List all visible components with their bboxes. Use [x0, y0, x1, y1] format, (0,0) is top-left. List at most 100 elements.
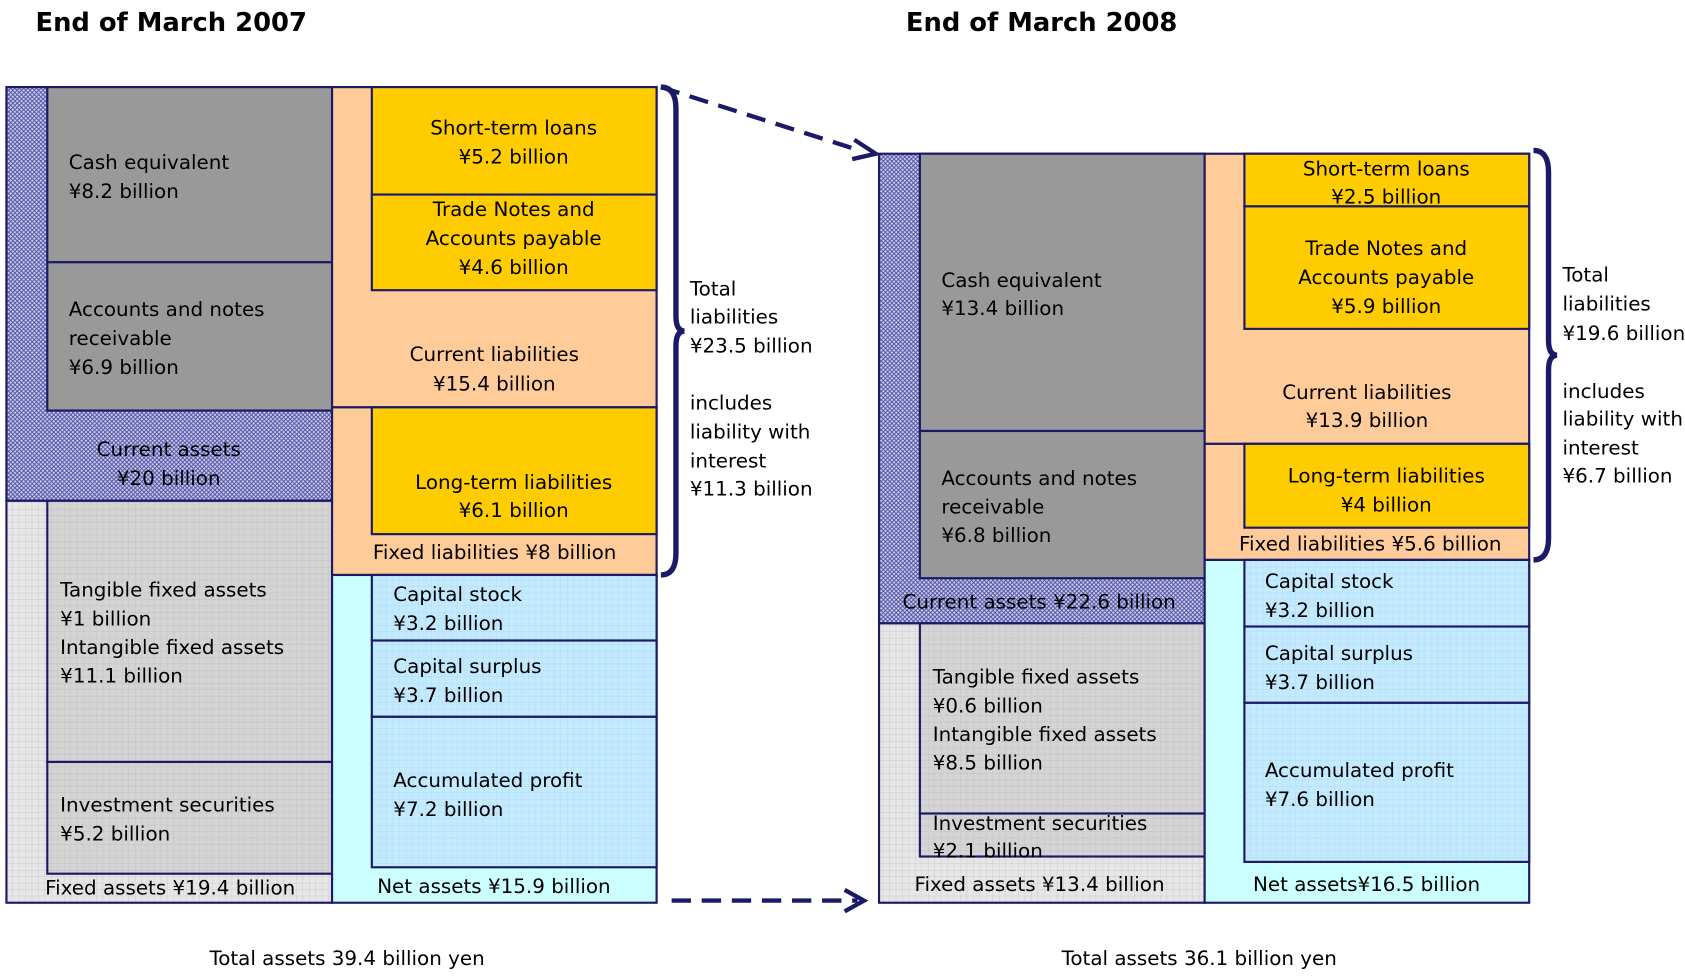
box — [918, 812, 1206, 858]
sheet-title: End of March 2007 — [35, 8, 306, 38]
note-line: interest — [1562, 437, 1638, 460]
box — [1243, 558, 1531, 628]
box-label: ¥3.7 billion — [1265, 671, 1375, 694]
brace — [1533, 147, 1558, 563]
box-label: ¥11.1 billion — [60, 665, 183, 688]
box-label: Long-term liabilities — [1288, 465, 1485, 488]
box — [46, 261, 334, 412]
box-label: ¥13.4 billion — [941, 297, 1064, 320]
box — [1243, 625, 1531, 704]
box — [918, 622, 1206, 815]
note-line: liabilities — [1562, 293, 1650, 316]
box-label: ¥4 billion — [1341, 494, 1432, 517]
box — [46, 499, 334, 764]
note-line: liability with — [690, 421, 810, 444]
note-line: liabilities — [690, 306, 778, 329]
total-assets: Total assets 39.4 billion yen — [208, 947, 484, 970]
box-label: Short-term loans — [430, 117, 597, 140]
box — [370, 406, 658, 536]
box-label: ¥8.5 billion — [933, 752, 1043, 775]
box-label: Net assets¥16.5 billion — [1253, 873, 1480, 896]
balance-sheet: End of March 2007 Current assets ¥20 billi… — [5, 8, 813, 970]
box-label: Long-term liabilities — [415, 471, 612, 494]
box-label: Trade Notes and — [432, 198, 595, 221]
box-label: ¥0.6 billion — [933, 694, 1043, 717]
box-label: Cash equivalent — [941, 269, 1102, 292]
total-assets: Total assets 36.1 billion yen — [1061, 947, 1337, 970]
box-label: Investment securities — [60, 794, 275, 817]
note-line: Total — [689, 278, 736, 301]
box-label: Intangible fixed assets — [933, 723, 1157, 746]
box-label: ¥3.2 billion — [1265, 599, 1375, 622]
box-label: receivable — [941, 495, 1044, 518]
box-label: Capital stock — [1265, 570, 1394, 593]
box — [370, 86, 658, 196]
box-label: ¥3.7 billion — [393, 684, 503, 707]
box-label: Accounts payable — [1298, 266, 1474, 289]
box-label: ¥6.1 billion — [459, 499, 569, 522]
box-label: Accumulated profit — [393, 769, 582, 792]
box-label: Accounts and notes — [941, 467, 1137, 490]
box-label: ¥1 billion — [60, 607, 151, 630]
box-label: Fixed assets ¥13.4 billion — [914, 873, 1164, 896]
box-label: ¥7.2 billion — [393, 798, 503, 821]
note-line: ¥6.7 billion — [1562, 465, 1672, 488]
box-label: Capital stock — [393, 583, 522, 606]
box-label: Fixed liabilities ¥8 billion — [373, 541, 617, 564]
box — [1243, 701, 1531, 863]
note-line: includes — [690, 392, 772, 415]
box-label: Intangible fixed assets — [60, 636, 284, 659]
box-label: Current liabilities — [410, 343, 579, 366]
box-label: Accumulated profit — [1265, 759, 1454, 782]
box-label: ¥3.2 billion — [393, 612, 503, 635]
box — [1243, 205, 1531, 330]
box — [918, 429, 1206, 580]
box-label: Current assets — [97, 438, 241, 461]
sheet-title: End of March 2008 — [906, 8, 1177, 38]
labels: Current assets ¥22.6 billion Fixed assets… — [903, 157, 1502, 896]
arrow-head — [843, 887, 869, 914]
note-line: ¥23.5 billion — [690, 335, 813, 358]
box-label: Investment securities — [933, 812, 1148, 835]
note-line: ¥11.3 billion — [690, 478, 813, 501]
box-label: Short-term loans — [1303, 157, 1470, 180]
box-label: Tangible fixed assets — [932, 666, 1140, 689]
box-label: ¥8.2 billion — [69, 180, 179, 203]
box-label: Tangible fixed assets — [59, 579, 267, 602]
box-label: ¥4.6 billion — [459, 256, 569, 279]
box — [370, 193, 658, 292]
boxes — [5, 86, 658, 904]
box — [370, 715, 658, 869]
box — [1243, 442, 1531, 529]
box-label: Net assets ¥15.9 billion — [377, 875, 610, 898]
box-label: ¥6.8 billion — [941, 524, 1051, 547]
box-label: Cash equivalent — [69, 151, 230, 174]
box-label: Accounts payable — [426, 227, 602, 250]
note-line: interest — [690, 450, 766, 473]
box-label: ¥5.2 billion — [60, 823, 170, 846]
note-line: ¥19.6 billion — [1562, 322, 1685, 345]
box-label: ¥15.4 billion — [433, 372, 556, 395]
box — [46, 760, 334, 875]
boxes — [877, 152, 1531, 904]
arrow-head — [851, 137, 882, 162]
box — [1243, 152, 1531, 208]
box-label: Capital surplus — [393, 655, 541, 678]
box-label: ¥20 billion — [117, 467, 221, 490]
arrow — [660, 85, 861, 153]
box — [918, 152, 1206, 433]
box-label: Capital surplus — [1265, 642, 1413, 665]
labels: Current assets ¥20 billion Fixed assets ¥1… — [45, 117, 616, 900]
box-label: ¥2.1 billion — [933, 840, 1043, 863]
arrows — [660, 85, 882, 914]
box-label: Accounts and notes — [69, 298, 265, 321]
brace — [660, 84, 685, 578]
box-label: ¥5.9 billion — [1331, 295, 1441, 318]
note-line: includes — [1562, 380, 1644, 403]
box — [46, 86, 334, 264]
box-label: Fixed assets ¥19.4 billion — [45, 876, 295, 899]
box-label: ¥5.2 billion — [459, 146, 569, 169]
balance-sheet: End of March 2008 Current assets ¥22.6 bi… — [877, 8, 1685, 970]
box-label: Fixed liabilities ¥5.6 billion — [1239, 532, 1501, 555]
